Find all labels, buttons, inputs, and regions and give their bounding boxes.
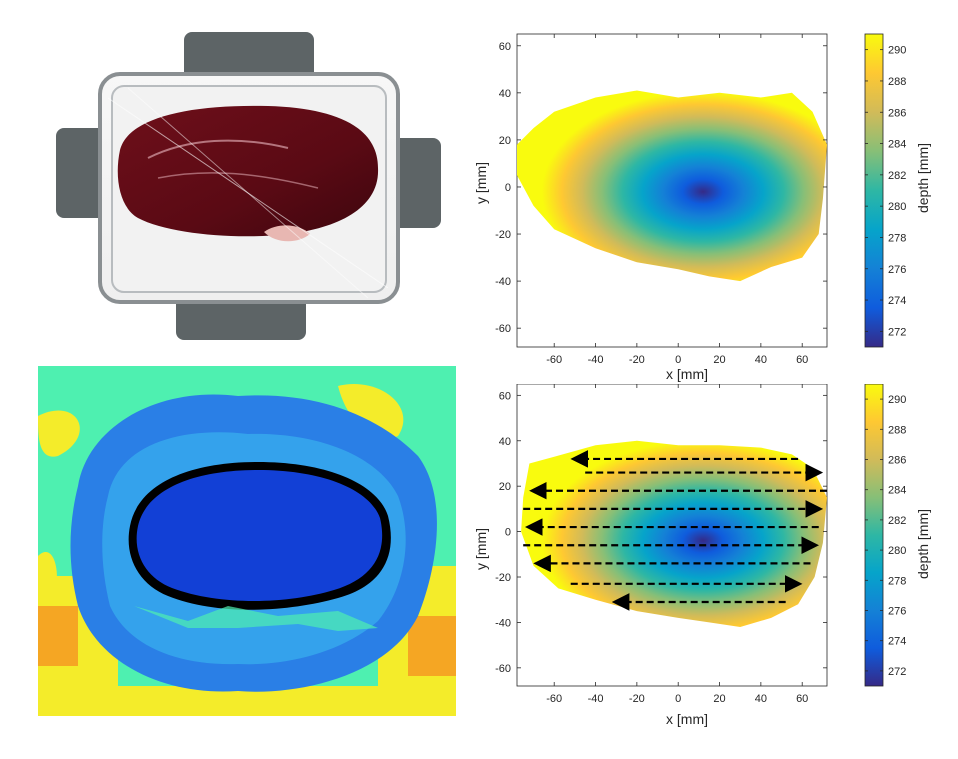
y-tick-label: 40 — [499, 436, 511, 448]
depth-plot-2: -60 -40 -20 0 20 40 60 -60 -40 -20 0 20 40 60 272 274 27… — [460, 383, 950, 754]
colorbar-label: depth [mm] — [915, 143, 931, 213]
x-tick-label: -60 — [546, 693, 562, 705]
y-tick-label: -40 — [495, 617, 511, 629]
colorbar-tick-label: 280 — [888, 545, 906, 557]
colorbar-tick-label: 282 — [888, 170, 906, 182]
colorbar-tick-label: 274 — [888, 295, 906, 307]
y-tick-label: 0 — [505, 182, 511, 194]
raw-depth-camera-map-icon — [38, 366, 456, 716]
y-tick-label: 20 — [499, 481, 511, 493]
depth-heatmap-chart-2: -60 -40 -20 0 20 40 60 -60 -40 -20 0 20 40 60 272 274 27… — [473, 383, 931, 727]
y-tick-label: -20 — [495, 572, 511, 584]
colorbar-tick-label: 272 — [888, 666, 906, 678]
colorbar-tick-label: 290 — [888, 394, 906, 406]
x-tick-label: 60 — [796, 693, 808, 705]
x-tick-label: -40 — [588, 693, 604, 705]
tissue-in-container-photo-icon — [38, 18, 456, 358]
tissue-photo — [38, 18, 456, 358]
x-tick-label: 40 — [755, 693, 767, 705]
colorbar-tick-label: 286 — [888, 455, 906, 467]
y-tick-label: 60 — [499, 390, 511, 402]
colorbar-tick-label: 282 — [888, 515, 906, 527]
colorbar-tick-label: 284 — [888, 485, 906, 497]
x-axis-label: x [mm] — [666, 366, 708, 382]
y-axis-label: y [mm] — [473, 528, 489, 570]
y-axis-label: y [mm] — [473, 162, 489, 204]
x-tick-label: -60 — [546, 354, 562, 366]
y-tick-label: 60 — [499, 41, 511, 53]
colorbar-tick-label: 274 — [888, 636, 906, 648]
x-axis-label: x [mm] — [666, 711, 708, 727]
colorbar — [864, 33, 884, 348]
y-tick-label: 0 — [505, 527, 511, 539]
colorbar-label: depth [mm] — [915, 509, 931, 579]
x-tick-label: 60 — [796, 354, 808, 366]
y-tick-label: -60 — [495, 663, 511, 675]
depth-heatmap-chart-1: -60 -40 -20 0 20 40 60 -60 -40 -20 0 20 40 60 272 274 27… — [473, 33, 931, 382]
y-tick-label: 20 — [499, 135, 511, 147]
colorbar-tick-label: 276 — [888, 264, 906, 276]
y-tick-label: -20 — [495, 229, 511, 241]
y-tick-label: 40 — [499, 88, 511, 100]
y-tick-label: -60 — [495, 323, 511, 335]
colorbar-tick-label: 280 — [888, 201, 906, 213]
y-tick-label: -40 — [495, 276, 511, 288]
x-tick-label: -20 — [629, 693, 645, 705]
colorbar-tick-label: 288 — [888, 424, 906, 436]
colorbar-tick-label: 278 — [888, 232, 906, 244]
x-tick-label: 20 — [713, 693, 725, 705]
colorbar-tick-label: 286 — [888, 107, 906, 119]
x-tick-label: 20 — [713, 354, 725, 366]
colorbar-tick-label: 288 — [888, 76, 906, 88]
colorbar — [864, 383, 884, 687]
x-tick-label: -40 — [588, 354, 604, 366]
x-tick-label: 0 — [675, 693, 681, 705]
colorbar-tick-label: 290 — [888, 45, 906, 57]
depth-plot-1: -60 -40 -20 0 20 40 60 -60 -40 -20 0 20 40 60 272 274 27… — [460, 18, 950, 388]
colorbar-tick-label: 284 — [888, 139, 906, 151]
colorbar-tick-label: 278 — [888, 575, 906, 587]
colorbar-tick-label: 272 — [888, 326, 906, 338]
x-tick-label: 0 — [675, 354, 681, 366]
x-tick-label: 40 — [755, 354, 767, 366]
raw-depth-map — [38, 366, 456, 716]
colorbar-tick-label: 276 — [888, 606, 906, 618]
x-tick-label: -20 — [629, 354, 645, 366]
